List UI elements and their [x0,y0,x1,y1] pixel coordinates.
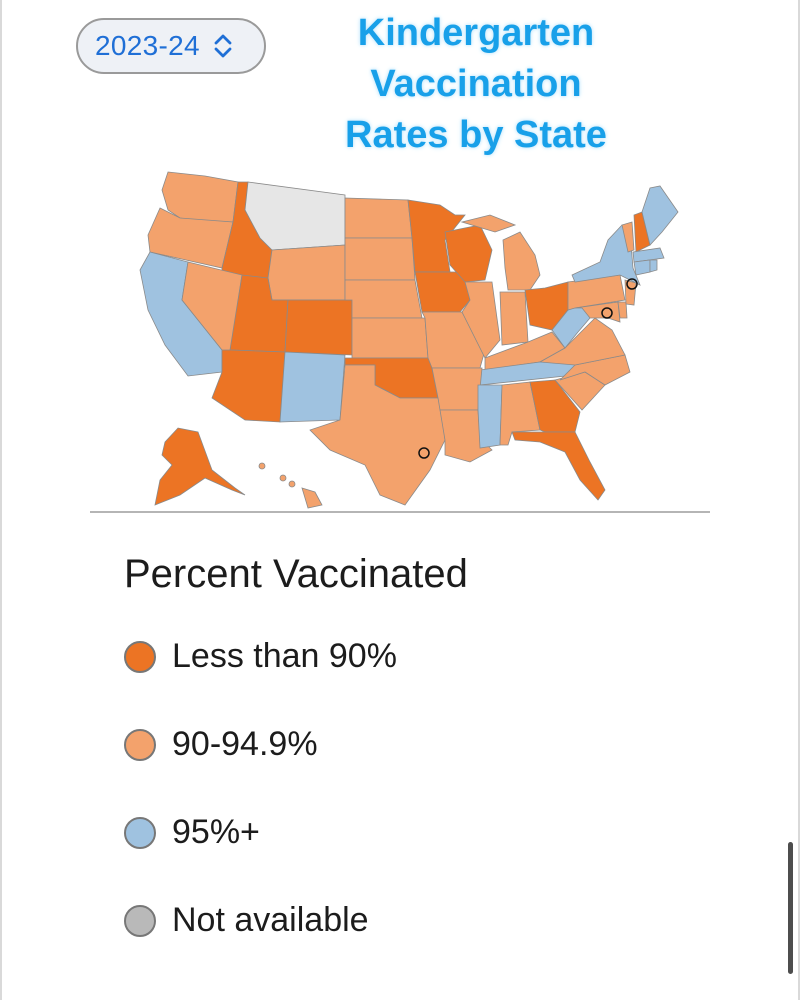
state-connecticut[interactable] [633,259,651,276]
legend-swatch [124,640,156,673]
chevron-up-down-icon [214,34,232,58]
city-marker-houston[interactable] [418,447,430,459]
state-hawaii-islet [258,462,266,470]
state-florida[interactable] [511,431,606,501]
state-hawaii-islet [288,480,296,488]
year-select-value: 2023-24 [95,30,200,61]
left-edge [0,0,2,1000]
state-arizona[interactable] [211,349,286,423]
state-vermont[interactable] [621,221,635,253]
page-title: Kindergarten Vaccination Rates by State [296,8,656,161]
scrollbar[interactable] [788,842,793,974]
state-rhode-island[interactable] [649,259,658,273]
state-mississippi[interactable] [477,384,503,449]
legend-item-less-than-90: Less than 90% [124,637,397,676]
legend-item-not-available: Not available [124,901,369,940]
year-select[interactable]: 2023-24 [76,18,266,74]
legend-swatch [124,728,156,761]
state-new-mexico[interactable] [279,351,346,423]
state-hawaii[interactable] [301,487,323,509]
state-minnesota[interactable] [407,199,466,273]
legend-label: 90-94.9% [172,725,318,763]
state-wyoming[interactable] [267,244,346,301]
legend-item-95-plus: 95%+ [124,813,260,852]
legend-label: Less than 90% [172,637,397,675]
title-line-1: Kindergarten [357,12,595,54]
state-massachusetts[interactable] [632,247,665,263]
us-map [139,171,679,509]
legend-swatch [124,904,156,937]
state-south-dakota[interactable] [344,237,416,281]
title-line-3: Rates by State [345,114,607,156]
state-colorado[interactable] [284,299,353,356]
right-edge [798,0,800,1000]
state-delaware[interactable] [617,301,628,319]
map-divider [90,511,710,513]
city-marker-washington-dc[interactable] [601,307,613,319]
title-line-2: Vaccination [370,63,582,105]
state-texas[interactable] [309,364,446,506]
legend-swatch [124,816,156,849]
state-indiana[interactable] [499,291,529,346]
legend-title: Percent Vaccinated [124,552,468,596]
state-nebraska[interactable] [344,279,423,319]
state-hawaii-islet [279,474,287,482]
legend-label: Not available [172,901,369,939]
state-kansas[interactable] [351,317,429,359]
state-arkansas[interactable] [431,367,483,411]
city-marker-new-york-city[interactable] [626,278,638,290]
state-north-dakota[interactable] [344,197,413,239]
state-michigan[interactable] [502,231,541,291]
legend-label: 95%+ [172,813,260,851]
state-maine[interactable] [641,185,679,246]
legend-item-90-94-9: 90-94.9% [124,725,318,764]
state-michigan-up[interactable] [460,214,517,233]
state-alaska[interactable] [154,427,246,506]
